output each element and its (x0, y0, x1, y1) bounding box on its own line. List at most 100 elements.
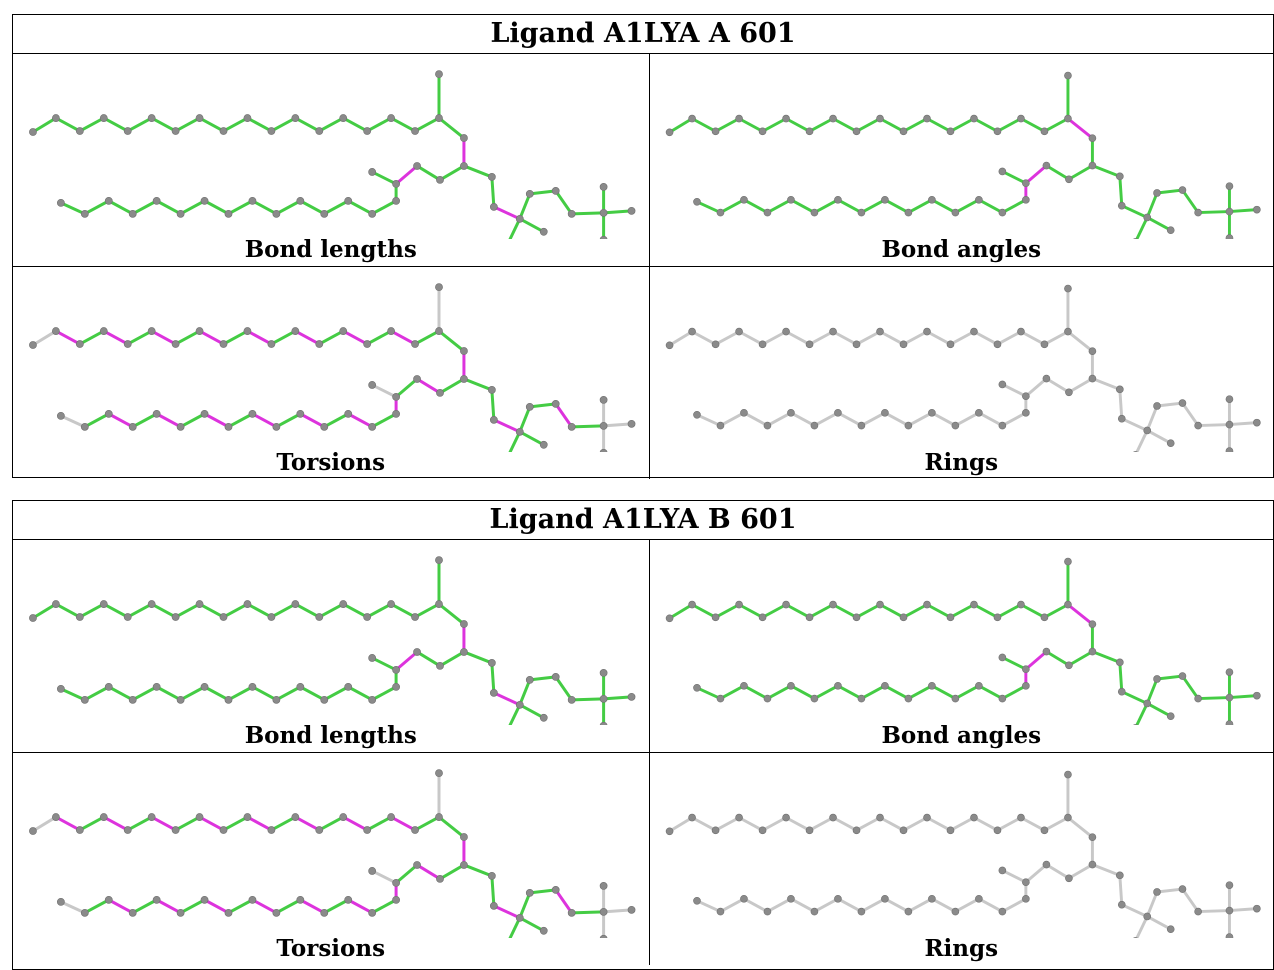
bond (394, 377, 419, 399)
atom (692, 683, 701, 692)
atom (29, 614, 37, 622)
bond (1065, 117, 1094, 140)
bond (437, 329, 466, 353)
atom (525, 888, 534, 897)
atom (248, 409, 257, 418)
atom (525, 675, 534, 684)
atom (974, 895, 983, 903)
atom (1252, 691, 1261, 700)
bond (341, 329, 369, 346)
atom (805, 340, 813, 349)
bond (906, 684, 933, 701)
atom (599, 448, 608, 452)
bond (1000, 411, 1027, 428)
atom (927, 196, 936, 204)
atom (413, 375, 421, 383)
atom (951, 208, 959, 217)
bond (1066, 863, 1094, 880)
atom (387, 600, 395, 608)
atom (104, 196, 113, 205)
atom (805, 613, 813, 622)
atom (344, 682, 353, 691)
bond (1000, 382, 1027, 398)
bond (929, 684, 957, 701)
bond (1042, 603, 1069, 619)
atom (852, 826, 860, 835)
atom (1042, 860, 1050, 869)
bond (1180, 674, 1200, 701)
bond (859, 897, 886, 914)
atom (828, 327, 837, 336)
bond (948, 603, 975, 619)
bond (293, 116, 321, 133)
atom (1021, 682, 1030, 690)
bond (713, 816, 741, 832)
atom (599, 421, 608, 430)
atom (969, 600, 978, 609)
atom (436, 389, 444, 397)
bond (226, 412, 254, 429)
atom (200, 682, 209, 691)
bond (508, 430, 522, 452)
bond (508, 217, 522, 239)
bond (394, 650, 419, 672)
atom (551, 886, 560, 894)
bond (437, 602, 466, 626)
atom (1178, 186, 1186, 194)
bond (222, 815, 249, 832)
atom (692, 896, 701, 905)
bond (226, 199, 254, 216)
atom (786, 196, 795, 204)
bond (174, 815, 202, 832)
atom (436, 875, 444, 883)
atom (1178, 885, 1186, 893)
atom (1225, 420, 1233, 429)
bond (298, 412, 326, 429)
bond (150, 329, 178, 346)
bond (1145, 677, 1158, 705)
atom (974, 682, 983, 690)
bond (102, 329, 130, 346)
bond (1090, 377, 1121, 391)
atom (291, 600, 300, 608)
bond (788, 198, 816, 215)
bond (1145, 191, 1158, 219)
molecule-diagram (29, 70, 636, 239)
atom (1016, 600, 1025, 609)
atom (1166, 712, 1175, 721)
atom (1225, 906, 1233, 915)
atom (248, 895, 257, 904)
bond (203, 685, 230, 702)
atom (435, 813, 443, 821)
bond (765, 684, 792, 701)
atom (627, 419, 636, 428)
atom (411, 826, 419, 834)
atom (392, 682, 400, 691)
atom (267, 340, 276, 348)
bond (322, 685, 350, 702)
atom (739, 196, 748, 204)
atom (1042, 374, 1050, 383)
atom (147, 813, 156, 821)
atom (969, 327, 978, 336)
bond (346, 898, 374, 915)
atom (969, 813, 978, 822)
atom (951, 907, 959, 916)
bond (518, 192, 532, 221)
atom (344, 895, 353, 904)
bond (341, 116, 369, 133)
atom (687, 327, 696, 336)
bond (995, 117, 1022, 133)
atom (665, 341, 673, 350)
atom (1021, 392, 1030, 401)
bond (972, 330, 999, 346)
atom (460, 861, 468, 869)
bond (878, 816, 905, 832)
atom (922, 327, 931, 336)
atom (1088, 833, 1096, 841)
bond (198, 815, 225, 832)
atom (1252, 904, 1261, 913)
bond (370, 898, 398, 915)
atom (460, 347, 468, 355)
atom (974, 196, 983, 204)
